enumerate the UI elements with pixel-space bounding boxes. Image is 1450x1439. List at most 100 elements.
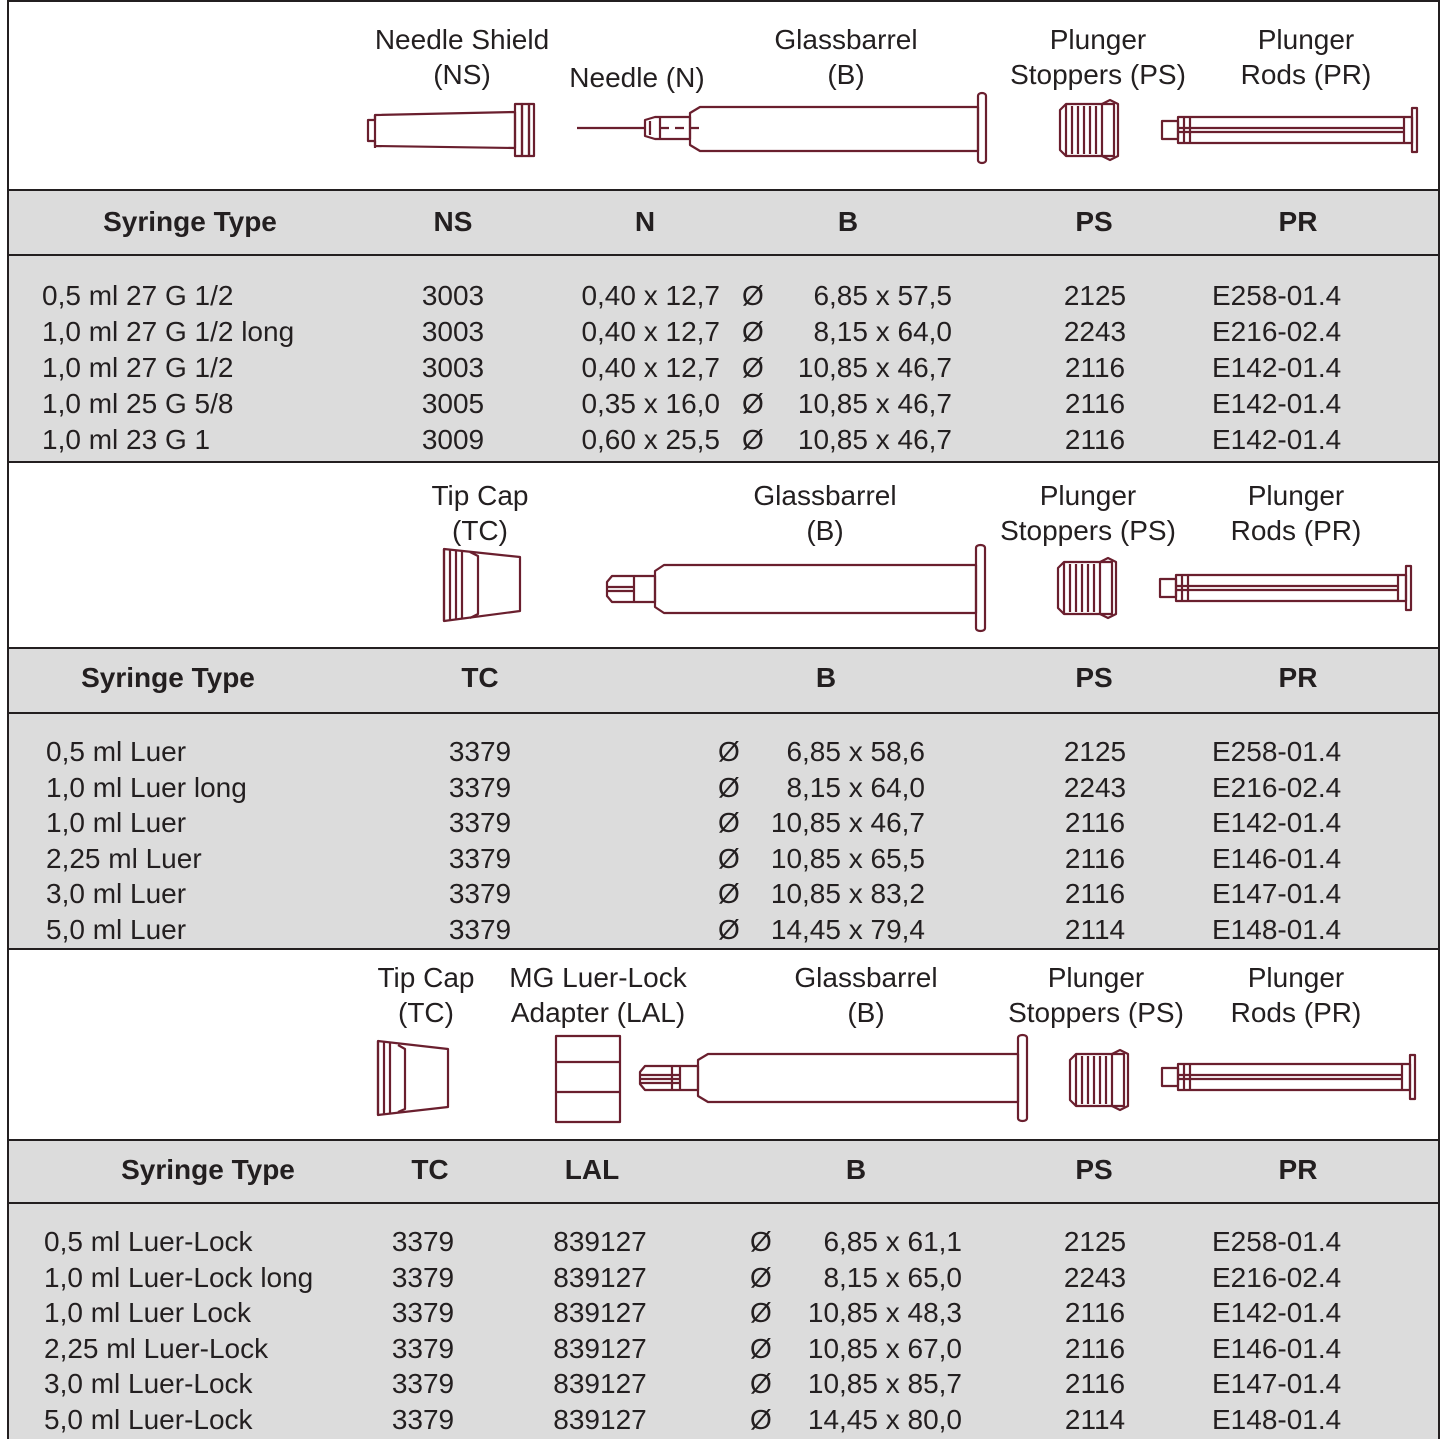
cell-b-size: 10,85 x 46,7 (797, 352, 952, 383)
cell-pr: E142-01.4 (1212, 424, 1342, 455)
cell-pr: E216-02.4 (1212, 1261, 1342, 1293)
cell-ps: 2125 (1063, 1226, 1127, 1257)
cell-pr: E142-01.4 (1212, 807, 1342, 839)
cell-syringe-type: 1,0 ml Luer (46, 807, 187, 839)
cell-pr: E147-01.4 (1212, 878, 1342, 910)
cell-ps: 2116 (1064, 1332, 1126, 1364)
section-2-header-band (7, 648, 1440, 713)
cell-b-size: 8,15 x 64,0 (813, 316, 952, 347)
plunger-rods-label: Plunger Rods (PR) (1230, 962, 1362, 1028)
plunger-rods-label: Plunger Rods (PR) (1240, 24, 1372, 90)
column-header-ps: PS (1075, 662, 1113, 693)
glassbarrel-label: Glassbarrel (B) (753, 480, 897, 546)
cell-b-symbol: Ø (742, 280, 764, 311)
divider (7, 254, 1440, 256)
cell-b-size: 10,85 x 85,7 (807, 1368, 962, 1400)
divider (7, 189, 1440, 191)
plunger-stoppers-label: Plunger Stoppers (PS) (1010, 24, 1186, 90)
cell-lal: 839127 (553, 1368, 647, 1400)
cell-b-size: 10,85 x 83,2 (770, 878, 925, 910)
cell-pr: E142-01.4 (1212, 352, 1342, 383)
column-header-lal: LAL (564, 1154, 620, 1185)
cell-tc: 3379 (391, 1226, 455, 1257)
cell-n: 0,40 x 12,7 (581, 316, 720, 347)
column-header-syringe-type: Syringe Type (81, 662, 255, 693)
plunger-stoppers-label: Plunger Stoppers (PS) (1008, 962, 1184, 1028)
cell-lal: 839127 (553, 1226, 647, 1257)
section-1-header-band (7, 190, 1440, 255)
column-header-tc: TC (461, 662, 499, 693)
cell-ps: 2114 (1064, 1404, 1126, 1435)
cell-lal: 839127 (553, 1404, 647, 1435)
divider (7, 461, 1440, 463)
cell-ps: 2116 (1064, 424, 1126, 455)
cell-tc: 3379 (448, 736, 512, 767)
cell-syringe-type: 1,0 ml 25 G 5/8 (42, 388, 234, 419)
top-border (7, 0, 1440, 2)
cell-b-size: 10,85 x 65,5 (770, 842, 925, 874)
cell-tc: 3379 (391, 1404, 455, 1435)
cell-b-symbol: Ø (750, 1226, 772, 1257)
glassbarrel-label: Glassbarrel (B) (774, 24, 918, 90)
cell-b-symbol: Ø (718, 807, 740, 839)
cell-b-symbol: Ø (750, 1297, 772, 1329)
cell-ps: 2243 (1063, 771, 1127, 803)
cell-lal: 839127 (553, 1297, 647, 1329)
divider (7, 948, 1440, 950)
cell-syringe-type: 1,0 ml Luer Lock (44, 1297, 251, 1329)
cell-syringe-type: 5,0 ml Luer (46, 914, 187, 945)
cell-b-size: 10,85 x 48,3 (807, 1297, 962, 1329)
cell-syringe-type: 1,0 ml Luer-Lock long (44, 1261, 314, 1293)
tip-cap-label: Tip Cap (TC) (431, 480, 529, 546)
cell-syringe-type: 2,25 ml Luer (46, 842, 202, 874)
cell-pr: E216-02.4 (1212, 771, 1342, 803)
cell-pr: E148-01.4 (1212, 1404, 1342, 1435)
needle-shield-label: Needle Shield (NS) (374, 24, 550, 90)
cell-pr: E142-01.4 (1212, 388, 1342, 419)
cell-tc: 3379 (448, 842, 512, 874)
cell-b-symbol: Ø (718, 736, 740, 767)
divider (7, 647, 1440, 649)
cell-pr: E258-01.4 (1212, 736, 1342, 767)
cell-b-symbol: Ø (718, 878, 740, 910)
cell-pr: E142-01.4 (1212, 1297, 1342, 1329)
cell-b-size: 10,85 x 67,0 (807, 1332, 962, 1364)
cell-ns: 3009 (421, 424, 485, 455)
cell-tc: 3379 (448, 914, 512, 945)
plunger-stoppers-label: Plunger Stoppers (PS) (1000, 480, 1176, 546)
cell-tc: 3379 (391, 1332, 455, 1364)
cell-b-size: 8,15 x 65,0 (823, 1261, 962, 1293)
column-header-b: B (845, 1154, 867, 1185)
cell-ps: 2243 (1063, 1261, 1127, 1293)
cell-pr: E148-01.4 (1212, 914, 1342, 945)
cell-ps: 2243 (1063, 316, 1127, 347)
cell-b-symbol: Ø (750, 1368, 772, 1400)
cell-tc: 3379 (448, 771, 512, 803)
section-1-drawing-band (7, 0, 1440, 190)
section-3-drawing-band (7, 950, 1440, 1140)
cell-pr: E258-01.4 (1212, 280, 1342, 311)
section-2-data-band (7, 713, 1440, 949)
cell-b-symbol: Ø (750, 1404, 772, 1435)
section-1-data-band (7, 255, 1440, 462)
cell-ps: 2116 (1064, 842, 1126, 874)
cell-n: 0,60 x 25,5 (581, 424, 720, 455)
cell-b-size: 6,85 x 57,5 (813, 280, 952, 311)
cell-ps: 2116 (1064, 1368, 1126, 1400)
cell-b-size: 6,85 x 58,6 (786, 736, 925, 767)
column-header-syringe-type: Syringe Type (121, 1154, 295, 1185)
cell-n: 0,40 x 12,7 (581, 352, 720, 383)
cell-ps: 2116 (1064, 352, 1126, 383)
cell-b-symbol: Ø (742, 388, 764, 419)
cell-b-symbol: Ø (718, 914, 740, 945)
cell-syringe-type: 0,5 ml 27 G 1/2 (42, 280, 234, 311)
luer-lock-adapter-label: MG Luer-Lock Adapter (LAL) (509, 962, 687, 1028)
cell-b-symbol: Ø (750, 1332, 772, 1364)
cell-syringe-type: 2,25 ml Luer-Lock (44, 1332, 269, 1364)
cell-ns: 3003 (421, 316, 485, 347)
cell-b-size: 10,85 x 46,7 (797, 424, 952, 455)
cell-b-size: 8,15 x 64,0 (786, 771, 925, 803)
cell-n: 0,40 x 12,7 (581, 280, 720, 311)
cell-ps: 2116 (1064, 388, 1126, 419)
